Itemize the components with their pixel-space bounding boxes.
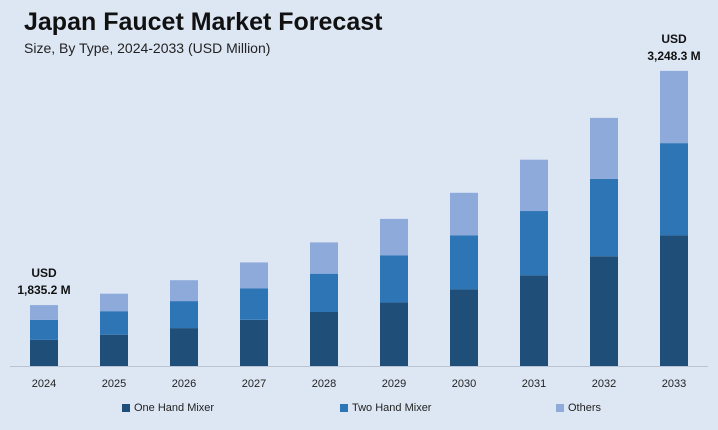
bar-two-hand-mixer-2024	[30, 319, 58, 340]
bar-two-hand-mixer-2025	[100, 311, 128, 335]
bar-one-hand-mixer-2027	[240, 319, 268, 366]
bar-others-2024	[30, 305, 58, 320]
annotation-label-2024-value: 1,835.2 M	[17, 283, 70, 297]
bar-others-2028	[310, 242, 338, 274]
bar-others-2033	[660, 70, 688, 144]
bar-others-2031	[520, 159, 548, 212]
x-tick-label-2024: 2024	[32, 378, 56, 390]
legend-label: One Hand Mixer	[134, 402, 215, 414]
bar-others-2032	[590, 117, 618, 179]
x-tick-label-2030: 2030	[452, 378, 476, 390]
x-tick-label-2031: 2031	[522, 378, 546, 390]
bar-one-hand-mixer-2024	[30, 339, 58, 366]
legend-swatch	[122, 404, 130, 412]
x-tick-label-2033: 2033	[662, 378, 686, 390]
bar-one-hand-mixer-2025	[100, 334, 128, 366]
bar-one-hand-mixer-2032	[590, 256, 618, 366]
annotation-label-2033-currency: USD	[661, 32, 687, 46]
legend-label: Others	[568, 402, 602, 414]
x-tick-label-2026: 2026	[172, 378, 196, 390]
legend-swatch	[340, 404, 348, 412]
legend-item-two-hand-mixer: Two Hand Mixer	[340, 402, 431, 414]
bar-two-hand-mixer-2031	[520, 211, 548, 276]
bar-one-hand-mixer-2033	[660, 235, 688, 366]
bar-one-hand-mixer-2028	[310, 312, 338, 366]
bar-one-hand-mixer-2031	[520, 275, 548, 366]
legend-item-others: Others	[556, 402, 601, 414]
x-tick-label-2025: 2025	[102, 378, 126, 390]
bar-two-hand-mixer-2029	[380, 255, 408, 303]
annotation-label-2033-value: 3,248.3 M	[647, 49, 700, 63]
chart-title: Japan Faucet Market Forecast	[24, 8, 383, 36]
annotation-label-2024-currency: USD	[31, 266, 57, 280]
bar-two-hand-mixer-2030	[450, 235, 478, 290]
bar-others-2030	[450, 192, 478, 236]
stacked-bar-chart: 2024 2025 2026 2027 2028 2029 2030 2031 2032 2033…	[10, 32, 708, 390]
bar-two-hand-mixer-2033	[660, 143, 688, 236]
x-tick-label-2027: 2027	[242, 378, 266, 390]
bar-two-hand-mixer-2026	[170, 301, 198, 329]
bar-two-hand-mixer-2027	[240, 288, 268, 320]
legend-item-one-hand-mixer: One Hand Mixer	[122, 402, 214, 414]
bar-one-hand-mixer-2030	[450, 289, 478, 366]
x-tick-label-2032: 2032	[592, 378, 616, 390]
bar-others-2027	[240, 262, 268, 289]
bar-one-hand-mixer-2029	[380, 302, 408, 366]
bar-one-hand-mixer-2026	[170, 328, 198, 366]
legend-label: Two Hand Mixer	[352, 402, 432, 414]
bar-two-hand-mixer-2028	[310, 273, 338, 312]
chart-legend: One Hand Mixer Two Hand Mixer Others	[0, 402, 718, 418]
bar-others-2026	[170, 280, 198, 302]
x-tick-label-2028: 2028	[312, 378, 336, 390]
bar-others-2029	[380, 218, 408, 256]
chart-subtitle: Size, By Type, 2024-2033 (USD Million)	[24, 40, 271, 56]
bar-others-2025	[100, 293, 128, 312]
legend-swatch	[556, 404, 564, 412]
x-tick-label-2029: 2029	[382, 378, 406, 390]
bar-two-hand-mixer-2032	[590, 178, 618, 257]
